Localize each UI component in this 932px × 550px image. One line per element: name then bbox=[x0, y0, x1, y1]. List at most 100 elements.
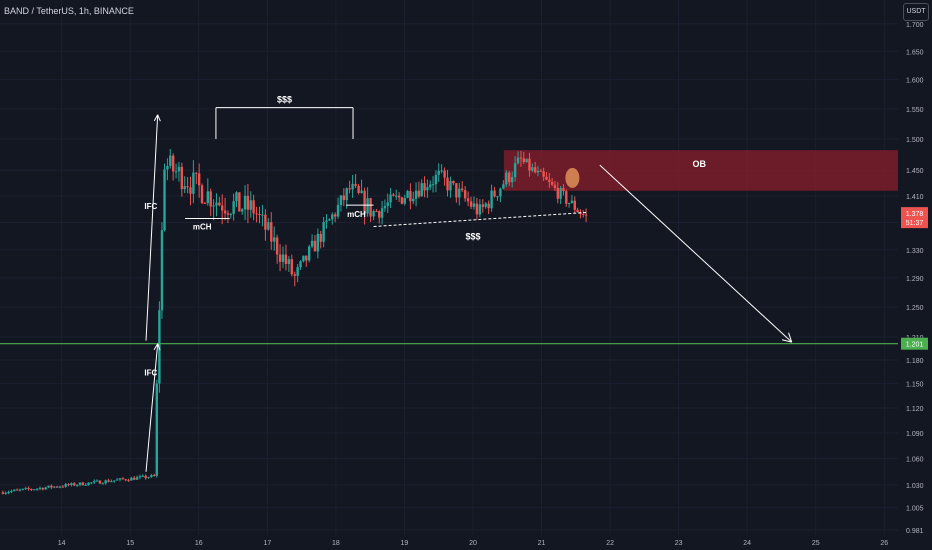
candle-body bbox=[458, 188, 461, 198]
candle-body bbox=[75, 484, 79, 486]
candle-body bbox=[55, 486, 59, 488]
currency-button[interactable]: USDT bbox=[903, 3, 929, 21]
candle-body bbox=[209, 191, 212, 207]
x-tick-label: 20 bbox=[469, 540, 477, 547]
candle-body bbox=[84, 484, 87, 486]
candle-body bbox=[395, 195, 398, 197]
x-tick-label: 23 bbox=[675, 540, 683, 547]
candle-body bbox=[496, 196, 499, 198]
candle-body bbox=[15, 489, 19, 491]
candle-body bbox=[41, 487, 45, 490]
candle-body bbox=[177, 166, 181, 172]
candle-body bbox=[104, 480, 107, 484]
candle-body bbox=[284, 254, 288, 265]
candle-body bbox=[33, 489, 36, 491]
candle-body bbox=[339, 195, 343, 206]
candle-body bbox=[133, 477, 136, 480]
candle-body bbox=[261, 214, 264, 216]
candle-body bbox=[487, 203, 490, 209]
candle-body bbox=[360, 190, 363, 193]
candle-body bbox=[437, 170, 440, 175]
candle-body bbox=[550, 181, 554, 185]
candle-body bbox=[570, 200, 574, 204]
candle-body bbox=[478, 204, 482, 215]
candle-body bbox=[160, 230, 164, 311]
candle-body bbox=[389, 194, 392, 203]
candle-body bbox=[183, 186, 186, 190]
y-tick-label: 1.005 bbox=[906, 506, 924, 513]
candle-body bbox=[461, 188, 464, 191]
candle-body bbox=[525, 158, 528, 163]
candle-body bbox=[226, 213, 230, 215]
candle-body bbox=[449, 180, 452, 191]
candle-body bbox=[420, 183, 423, 197]
candle-body bbox=[348, 188, 351, 190]
candle-body bbox=[90, 482, 93, 484]
candle-body bbox=[70, 483, 73, 486]
y-tick-label: 1.150 bbox=[906, 382, 924, 389]
candle-body bbox=[426, 187, 429, 191]
ifc-upper-arrow-head bbox=[157, 114, 161, 122]
candle-body bbox=[81, 482, 85, 486]
candle-body bbox=[331, 214, 334, 220]
ifc-lower-arrow-head bbox=[153, 343, 159, 350]
candle-body bbox=[258, 213, 261, 215]
candle-body bbox=[64, 484, 67, 487]
candle-body bbox=[484, 203, 487, 207]
candle-body bbox=[155, 383, 159, 476]
y-tick-label: 0.981 bbox=[906, 528, 924, 535]
candle-body bbox=[169, 155, 172, 166]
marker-circle bbox=[565, 167, 580, 188]
mch-right-label: mCH bbox=[347, 210, 366, 219]
candle-body bbox=[87, 482, 90, 485]
candle-body bbox=[275, 237, 279, 255]
y-tick-label: 1.090 bbox=[906, 431, 924, 438]
x-tick-label: 14 bbox=[58, 540, 66, 547]
candle-body bbox=[322, 221, 325, 242]
candle-series bbox=[1, 149, 588, 495]
candle-body bbox=[121, 478, 125, 480]
x-tick-label: 24 bbox=[743, 540, 751, 547]
candle-body bbox=[229, 213, 232, 215]
axes: 1.7001.6501.6001.5501.5001.4501.4101.370… bbox=[58, 22, 928, 547]
candle-body bbox=[130, 477, 133, 481]
candle-body bbox=[153, 475, 156, 477]
candle-body bbox=[110, 481, 113, 483]
y-tick-label: 1.060 bbox=[906, 457, 924, 464]
candle-body bbox=[218, 202, 221, 206]
candle-body bbox=[281, 254, 285, 262]
candle-body bbox=[270, 222, 273, 242]
candle-body bbox=[469, 201, 473, 207]
candle-body bbox=[328, 219, 331, 221]
candle-body bbox=[510, 177, 514, 183]
candle-body bbox=[243, 195, 247, 210]
candle-body bbox=[241, 209, 244, 212]
candle-body bbox=[293, 274, 296, 276]
candle-body bbox=[61, 486, 65, 488]
x-tick-label: 25 bbox=[812, 540, 820, 547]
candle-body bbox=[443, 170, 446, 178]
candle-body bbox=[13, 489, 16, 491]
candle-body bbox=[107, 480, 110, 482]
y-tick-label: 1.030 bbox=[906, 483, 924, 490]
candle-body bbox=[548, 179, 551, 182]
candle-body bbox=[35, 488, 39, 490]
candle-body bbox=[192, 172, 195, 194]
candle-body bbox=[562, 188, 565, 192]
ifc-lower-label: IFC bbox=[144, 369, 157, 378]
candle-body bbox=[533, 167, 537, 173]
candle-body bbox=[573, 200, 576, 210]
y-tick-label: 1.250 bbox=[906, 305, 924, 312]
mch-left-label: mCH bbox=[193, 222, 212, 231]
candle-body bbox=[21, 488, 25, 490]
x-tick-label: 21 bbox=[538, 540, 546, 547]
candle-body bbox=[290, 259, 294, 275]
candle-body bbox=[127, 480, 130, 482]
candle-body bbox=[135, 477, 139, 480]
candle-body bbox=[582, 213, 585, 215]
candle-body bbox=[452, 180, 455, 184]
ob-label: OB bbox=[692, 159, 706, 169]
x-tick-label: 22 bbox=[606, 540, 614, 547]
ifc-upper-label: IFC bbox=[144, 202, 157, 211]
